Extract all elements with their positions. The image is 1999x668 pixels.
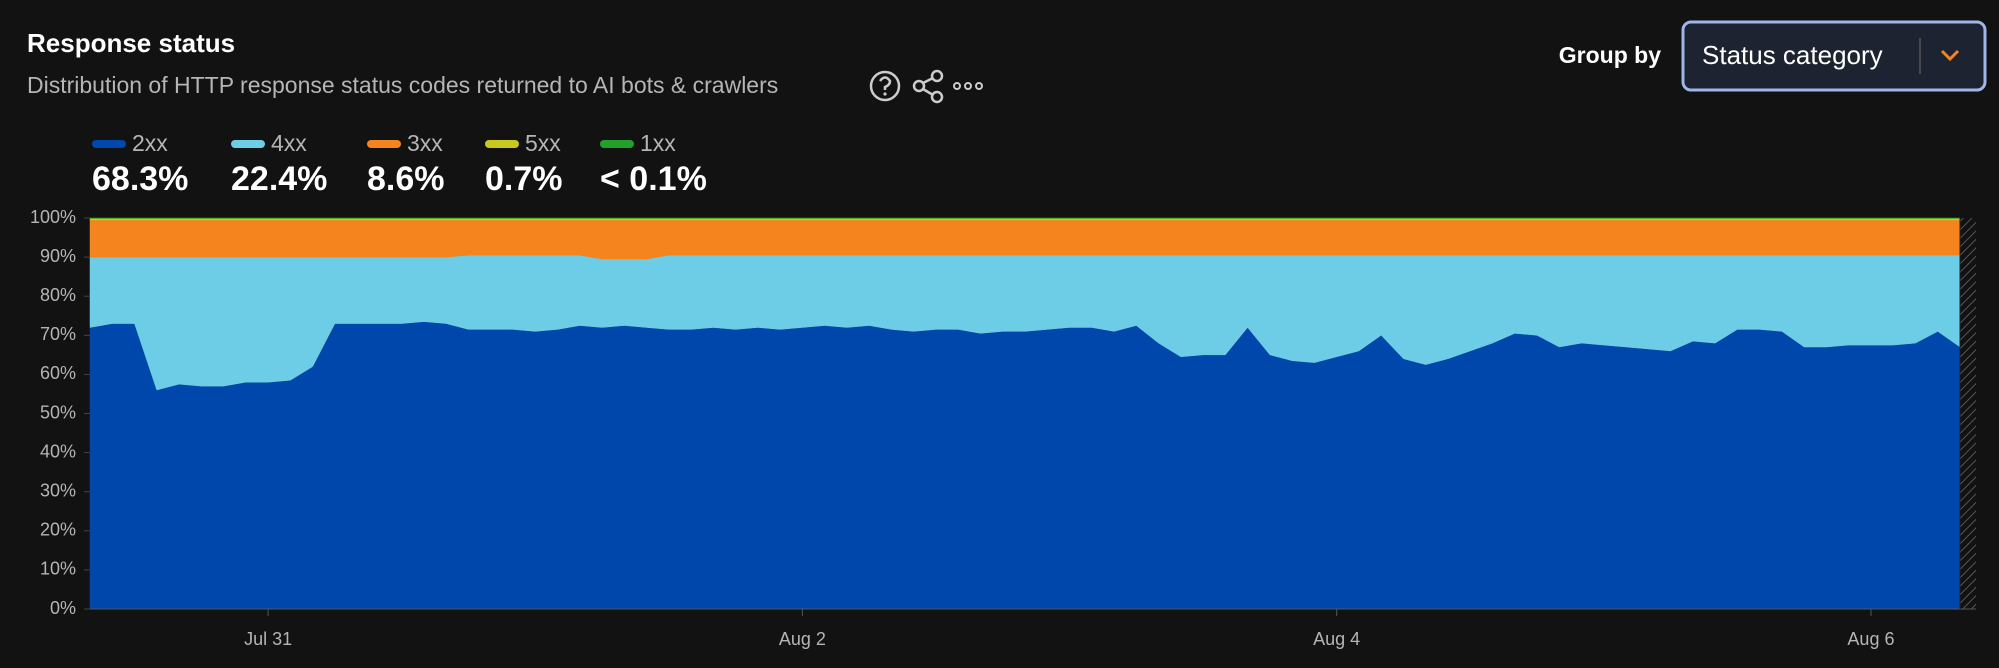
more-icon[interactable] [953,82,983,90]
group-by-value: Status category [1702,40,1883,70]
subtitle: Distribution of HTTP response status cod… [27,72,778,98]
legend-name: 5xx [525,130,561,156]
legend-name: 2xx [132,130,168,156]
y-tick-label: 30% [40,480,76,500]
incomplete-period [1960,218,1976,609]
area [89,219,1961,260]
y-tick-label: 100% [30,207,76,227]
legend-total: 22.4% [231,160,327,198]
y-tick-label: 80% [40,285,76,305]
group-by-dropdown[interactable]: Status category [1681,20,1987,92]
legend-total: 68.3% [92,160,188,198]
legend-total: 0.7% [485,160,563,198]
legend-total: 8.6% [367,160,445,198]
y-tick-label: 40% [40,441,76,461]
y-tick-label: 10% [40,559,76,579]
x-tick-label: Aug 6 [1847,629,1894,649]
x-tick-label: Aug 4 [1313,629,1360,649]
share-icon[interactable] [912,69,944,104]
x-tick-label: Aug 2 [779,629,826,649]
y-tick-label: 0% [50,598,76,618]
y-tick-label: 20% [40,520,76,540]
group-by-label: Group by [1559,42,1661,68]
legend-total: < 0.1% [600,160,707,198]
title: Response status [27,28,235,58]
legend-name: 3xx [407,130,443,156]
area [89,321,1961,610]
y-tick-label: 60% [40,363,76,383]
y-tick-label: 50% [40,402,76,422]
help-icon[interactable] [869,70,901,102]
y-tick-label: 70% [40,324,76,344]
legend-name: 4xx [271,130,307,156]
x-tick-label: Jul 31 [244,629,292,649]
legend-name: 1xx [640,130,676,156]
y-tick-label: 90% [40,246,76,266]
